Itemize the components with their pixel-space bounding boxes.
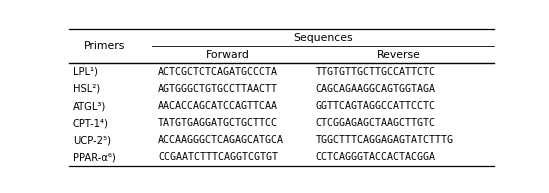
Text: GGTTCAGTAGGCCATTCCTC: GGTTCAGTAGGCCATTCCTC (315, 101, 435, 111)
Text: Sequences: Sequences (293, 33, 352, 43)
Text: AACACCAGCATCCAGTTCAA: AACACCAGCATCCAGTTCAA (158, 101, 278, 111)
Text: CCGAATCTTTCAGGTCGTGT: CCGAATCTTTCAGGTCGTGT (158, 152, 278, 162)
Text: CAGCAGAAGGCAGTGGTAGA: CAGCAGAAGGCAGTGGTAGA (315, 84, 435, 94)
Text: LPL¹): LPL¹) (73, 67, 98, 77)
Text: TTGTGTTGCTTGCCATTCTC: TTGTGTTGCTTGCCATTCTC (315, 67, 435, 77)
Text: TGGCTTTCAGGAGAGTATCTTTG: TGGCTTTCAGGAGAGTATCTTTG (315, 135, 453, 145)
Text: ACTCGCTCTCAGATGCCCTA: ACTCGCTCTCAGATGCCCTA (158, 67, 278, 77)
Text: Reverse: Reverse (377, 50, 421, 60)
Text: CCTCAGGGTACCACTACGGA: CCTCAGGGTACCACTACGGA (315, 152, 435, 162)
Text: ACCAAGGGCTCAGAGCATGCA: ACCAAGGGCTCAGAGCATGCA (158, 135, 284, 145)
Text: HSL²): HSL²) (73, 84, 100, 94)
Text: AGTGGGCTGTGCCTTAACTT: AGTGGGCTGTGCCTTAACTT (158, 84, 278, 94)
Text: PPAR-α⁶): PPAR-α⁶) (73, 152, 116, 162)
Text: Primers: Primers (84, 41, 126, 51)
Text: ATGL³): ATGL³) (73, 101, 106, 111)
Text: CTCGGAGAGCTAAGCTTGTC: CTCGGAGAGCTAAGCTTGTC (315, 118, 435, 128)
Text: TATGTGAGGATGCTGCTTCC: TATGTGAGGATGCTGCTTCC (158, 118, 278, 128)
Text: CPT-1⁴): CPT-1⁴) (73, 118, 109, 128)
Text: Forward: Forward (206, 50, 250, 60)
Text: UCP-2⁵): UCP-2⁵) (73, 135, 111, 145)
